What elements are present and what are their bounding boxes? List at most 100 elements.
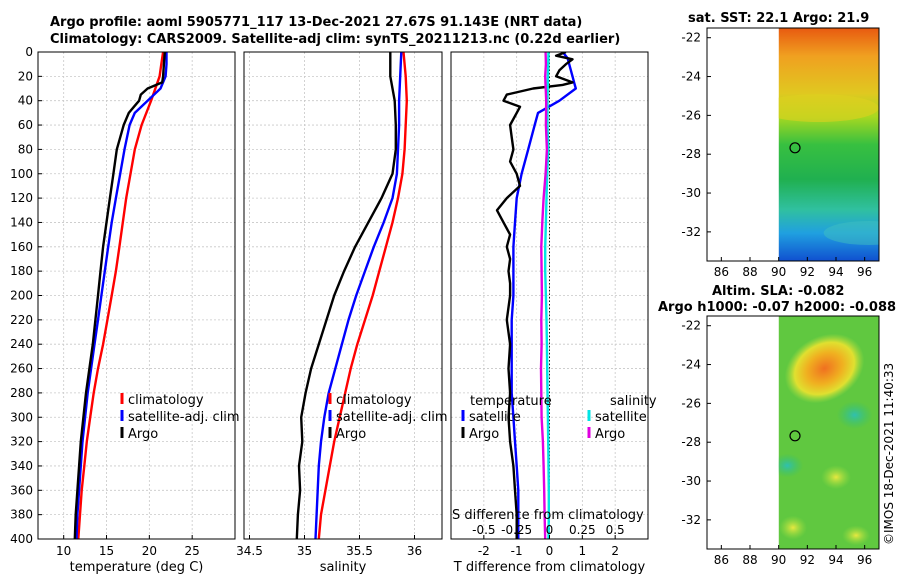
y-tick-label: 360 [10,483,33,497]
y-tick-label: 120 [10,191,33,205]
sst_map-frame [706,27,880,262]
legend-label: Argo [336,427,366,442]
y-tick-label: -24 [681,358,701,372]
secondary-tick-label: -0.5 [472,523,495,537]
sla-high [784,333,865,404]
series-line-Argo [73,52,166,539]
y-tick-label: 400 [10,532,33,546]
y-tick-label: -32 [681,513,701,527]
x-tick-label: 96 [857,265,872,279]
legend-label: climatology [336,393,412,408]
y-tick-label: 60 [18,118,33,132]
sla_map-field [778,316,879,549]
x-tick-label: 96 [857,553,872,567]
y-tick-label: -22 [681,319,701,333]
sla-low [778,453,804,478]
y-tick-label: 180 [10,264,33,278]
salinity-series [295,52,408,539]
figure-title-line1: Argo profile: aoml 5905771_117 13-Dec-20… [50,15,583,30]
series-line-salinity-Argo [539,52,549,539]
secondary-tick-label: 0.25 [569,523,596,537]
sst_map-panel: 86 88 90 92 94 96 -22 -24 -26 -28 -30 -32 [681,27,880,279]
x-tick-label: -1 [511,544,523,558]
sla_map-frame [706,315,880,550]
legend-label: satellite-adj. clim [336,410,448,425]
x-tick-label: 25 [185,544,200,558]
x-tick-label: 20 [142,544,157,558]
sst-map-title: sat. SST: 22.1 Argo: 21.9 [688,11,870,26]
legend-label: Argo [128,427,158,442]
sla-map-title-1: Altim. SLA: -0.082 [712,284,845,299]
y-tick-label: -26 [681,396,701,410]
x-tick-label: 88 [742,265,757,279]
argo-location-marker [789,142,801,154]
argo-location-marker [789,430,801,442]
y-tick-label: 80 [18,142,33,156]
x-tick-label: -2 [478,544,490,558]
y-tick-label: -28 [681,435,701,449]
x-tick-label: 86 [714,265,729,279]
y-tick-label: -26 [681,108,701,122]
x-tick-label: 34.5 [236,544,263,558]
sla-map-title-2: Argo h1000: -0.07 h2000: -0.088 [658,300,897,315]
series-line-temperature-Argo [495,52,574,539]
y-tick-label: -30 [681,186,701,200]
x-tick-label: 35.5 [346,544,373,558]
series-line-Argo [295,52,397,539]
x-tick-label: 94 [828,265,843,279]
salinity-panel: 34.5 35 35.5 36 salinity climatology satellite… [236,51,448,575]
sla-low [836,401,873,430]
series-line-climatology [317,52,408,539]
x-tick-label: 90 [771,553,786,567]
x-tick-label: 94 [828,553,843,567]
credit-text: ©IMOS 18-Dec-2021 11:40:33 [882,363,896,545]
legend-label: Argo [595,427,625,442]
y-tick-label: 20 [18,69,33,83]
y-tick-label: -28 [681,147,701,161]
secondary-tick-label: 0 [546,523,554,537]
salinity-axes-box [243,51,443,540]
x-tick-label: 15 [99,544,114,558]
sst-band [823,221,880,245]
sla_map-panel: 86 88 90 92 94 96 -22 -24 -26 -28 -30 -32 [681,315,880,567]
secondary-xlabel: S difference from climatology [452,508,644,523]
y-tick-label: 0 [25,45,33,59]
y-tick-label: 220 [10,313,33,327]
x-tick-label: 1 [579,544,587,558]
differences-panel: -2 -1 0 1 2 T difference from climatology temp… [450,51,657,575]
legend-label: Argo [469,427,499,442]
temperature-series [73,52,168,539]
x-tick-label: 86 [714,553,729,567]
y-tick-label: -32 [681,225,701,239]
legend-label: satellite [595,410,647,425]
y-tick-label: 320 [10,435,33,449]
x-tick-label: 35 [297,544,312,558]
y-tick-label: 100 [10,167,33,181]
temperature-xlabel: temperature (deg C) [70,560,204,575]
x-tick-label: 90 [771,265,786,279]
sla-spot [842,525,871,546]
sst_map-field [778,28,880,261]
legend-label: climatology [128,393,204,408]
x-tick-label: 92 [800,553,815,567]
y-tick-label: 260 [10,362,33,376]
salinity-xlabel: salinity [320,560,367,575]
sla-spot [821,465,851,490]
secondary-tick-label: -0.25 [501,523,532,537]
temperature-panel: 10 15 20 25 0 20 40 60 80 100 120 140 160 180 200 220 24… [10,45,240,575]
y-tick-label: 40 [18,94,33,108]
y-tick-label: 140 [10,215,33,229]
y-tick-label: -22 [681,31,701,45]
y-tick-label: 280 [10,386,33,400]
sst-band [778,94,879,122]
y-tick-label: -30 [681,474,701,488]
x-tick-label: 88 [742,553,757,567]
y-tick-label: 380 [10,508,33,522]
series-line-temperature-satellite [510,52,577,539]
series-line-climatology [77,52,165,539]
differences-xlabel: T difference from climatology [453,560,646,575]
y-tick-label: 160 [10,240,33,254]
legend-label: satellite [469,410,521,425]
